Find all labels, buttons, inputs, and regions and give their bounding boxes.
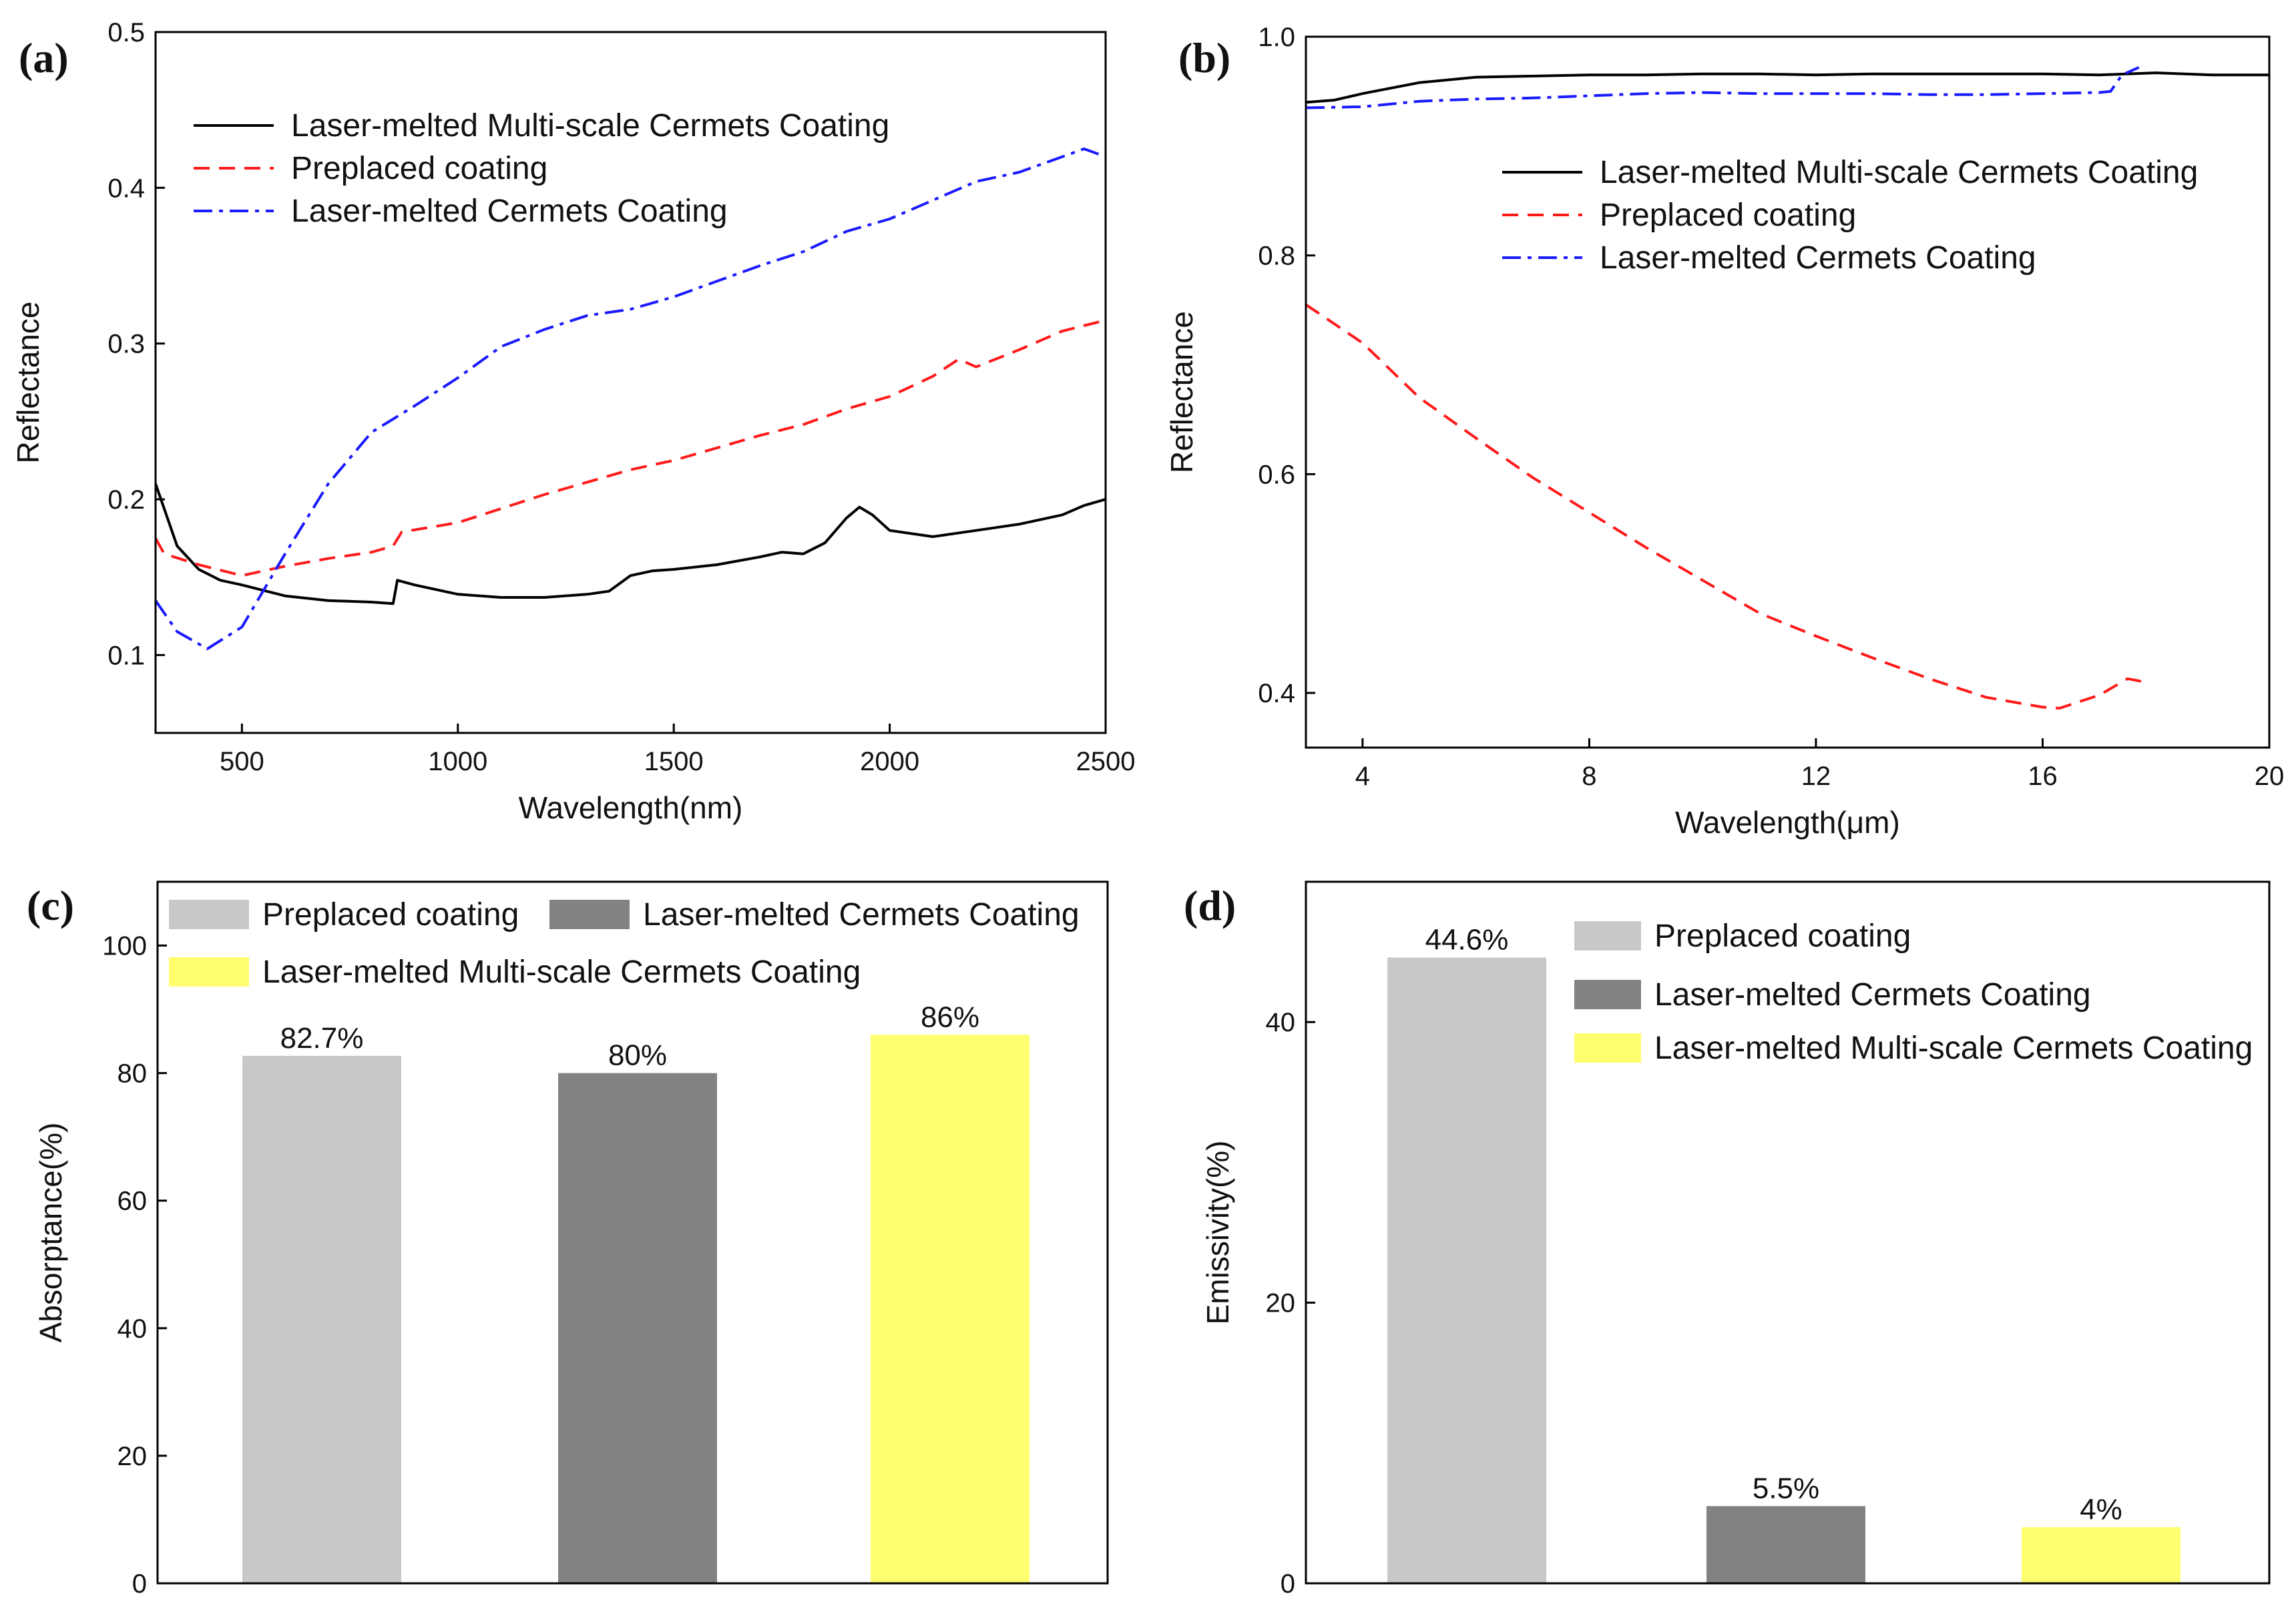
bar-value-label-2: 5.5% — [1753, 1472, 1819, 1505]
y-tick-label: 1.0 — [1258, 23, 1295, 52]
panel-label: (c) — [27, 882, 74, 929]
x-tick-label: 1500 — [644, 747, 704, 776]
legend-label-3: Laser-melted Multi-scale Cermets Coating — [1654, 1031, 2253, 1066]
legend-label-1: Preplaced coating — [1654, 918, 1911, 954]
x-tick-label: 8 — [1582, 762, 1596, 791]
series-line-1 — [156, 483, 1106, 605]
series-line-3 — [156, 148, 1106, 650]
y-tick-label: 40 — [118, 1314, 148, 1344]
chart-panel-c: (c) 0 20 40 60 80 100 Absorptance(%) 82.7% 80% 86%… — [27, 880, 1109, 1599]
legend-label-2: Preplaced coating — [1600, 198, 1856, 233]
bar-1 — [1387, 957, 1546, 1583]
bar-value-label-3: 86% — [921, 1001, 979, 1033]
plot-frame — [154, 31, 1107, 734]
legend-label-2: Preplaced coating — [291, 151, 547, 186]
legend-swatch-3 — [1574, 1033, 1641, 1063]
panel-label: (a) — [19, 34, 69, 81]
y-tick-label: 80 — [118, 1059, 148, 1089]
bar-value-label-1: 44.6% — [1425, 924, 1509, 957]
bar-3 — [871, 1035, 1029, 1583]
y-tick-label: 60 — [118, 1187, 148, 1216]
y-tick-label: 0.2 — [107, 485, 145, 515]
y-tick-label: 20 — [1266, 1289, 1296, 1318]
legend-label-3: Laser-melted Cermets Coating — [291, 194, 728, 229]
chart-panel-b: (b) 0.4 0.6 0.8 1.0 Reflectance 4 8 12 16 20 Wavele… — [1164, 23, 2284, 840]
bar-1 — [242, 1055, 401, 1583]
legend-label-2: Laser-melted Cermets Coating — [643, 897, 1080, 932]
legend-swatch-3 — [169, 957, 249, 987]
y-tick-label: 0 — [132, 1569, 147, 1599]
bar-value-label-2: 80% — [608, 1039, 667, 1072]
y-tick-label: 20 — [118, 1442, 148, 1471]
y-axis-title: Reflectance — [11, 302, 45, 464]
panel-label: (b) — [1178, 34, 1230, 81]
y-tick-label: 0.5 — [107, 18, 145, 47]
bar-3 — [2022, 1527, 2180, 1583]
legend-swatch-1 — [1574, 921, 1641, 951]
x-tick-label: 2000 — [860, 747, 919, 776]
x-tick-label: 1000 — [428, 747, 487, 776]
y-tick-label: 0.3 — [107, 330, 145, 359]
x-tick-label: 2500 — [1076, 747, 1136, 776]
legend-label-1: Laser-melted Multi-scale Cermets Coating — [1600, 155, 2198, 190]
plot-frame — [156, 880, 1109, 1585]
plot-frame — [1305, 35, 2271, 749]
legend-swatch-2 — [549, 900, 630, 929]
legend-label-2: Laser-melted Cermets Coating — [1654, 977, 2091, 1013]
x-tick-label: 12 — [1801, 762, 1831, 791]
x-tick-label: 4 — [1355, 762, 1370, 791]
x-tick-label: 16 — [2028, 762, 2058, 791]
panel-label: (d) — [1184, 882, 1236, 929]
plot-frame — [1305, 880, 2271, 1585]
x-tick-label: 20 — [2255, 762, 2285, 791]
y-tick-label: 40 — [1266, 1008, 1296, 1037]
legend-swatch-2 — [1574, 980, 1641, 1009]
series-line-1 — [1306, 71, 2269, 104]
legend-label-1: Preplaced coating — [262, 897, 519, 932]
bar-2 — [1706, 1506, 1865, 1583]
series-line-3 — [1306, 66, 2140, 109]
bar-value-label-1: 82.7% — [280, 1022, 364, 1055]
series-line-2 — [156, 318, 1106, 577]
y-tick-label: 0.4 — [1258, 679, 1295, 708]
chart-panel-a: (a) 0.1 0.2 0.3 0.4 0.5 Reflectance 500 1000 1500… — [11, 18, 1135, 825]
y-axis-title: Reflectance — [1164, 311, 1199, 473]
y-axis-title: Emissivity(%) — [1200, 1141, 1235, 1325]
y-axis-title: Absorptance(%) — [33, 1123, 68, 1343]
y-tick-label: 0.8 — [1258, 242, 1295, 271]
x-tick-label: 500 — [220, 747, 264, 776]
y-tick-label: 0.1 — [107, 641, 145, 670]
legend-label-3: Laser-melted Cermets Coating — [1600, 240, 2036, 276]
series-line-2 — [1306, 303, 2145, 710]
bar-value-label-3: 4% — [2080, 1493, 2122, 1526]
y-tick-label: 0.6 — [1258, 460, 1295, 489]
x-axis-title: Wavelength(nm) — [519, 790, 743, 825]
y-tick-label: 0.4 — [107, 174, 145, 203]
y-tick-label: 100 — [102, 932, 147, 961]
x-axis-title: Wavelength(μm) — [1675, 805, 1900, 840]
legend-label-1: Laser-melted Multi-scale Cermets Coating — [291, 108, 889, 144]
legend-swatch-1 — [169, 900, 249, 929]
legend-label-3: Laser-melted Multi-scale Cermets Coating — [262, 955, 861, 990]
chart-panel-d: (d) 0 20 40 Emissivity(%) 44.6% 5.5% 4% Preplace… — [1184, 880, 2271, 1599]
bar-2 — [558, 1073, 717, 1583]
y-tick-label: 0 — [1281, 1569, 1295, 1599]
